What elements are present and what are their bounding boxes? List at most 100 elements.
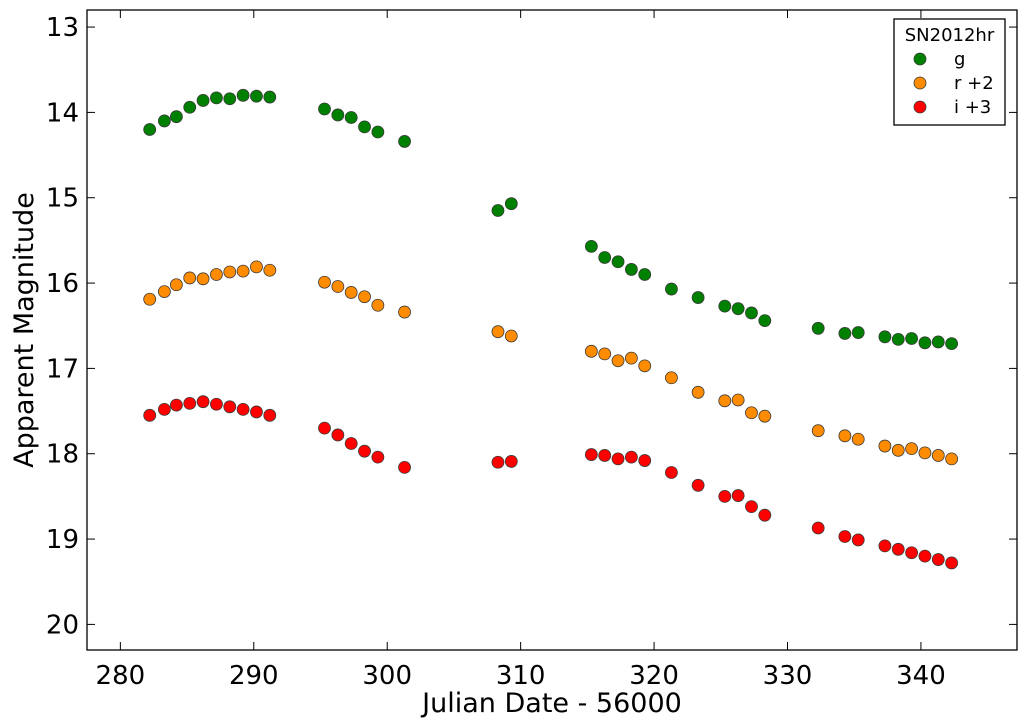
data-point (157, 114, 171, 128)
data-point (918, 549, 932, 563)
y-axis-label: Apparent Magnitude (9, 192, 40, 468)
x-axis-label: Julian Date - 56000 (420, 688, 682, 719)
data-point (851, 533, 865, 547)
plot-area (87, 10, 1017, 650)
data-point (491, 325, 505, 339)
data-point (731, 489, 745, 502)
data-point (504, 329, 518, 343)
data-point (665, 466, 678, 479)
data-point (838, 327, 852, 340)
data-point (758, 409, 772, 423)
plot-frame (86, 9, 1018, 651)
data-point (638, 359, 652, 373)
data-point (905, 332, 918, 345)
legend-marker (913, 100, 927, 114)
data-point (169, 398, 183, 412)
data-point (611, 255, 625, 269)
data-point (183, 396, 197, 410)
data-point (838, 530, 852, 543)
x-tick-label: 290 (229, 661, 279, 691)
data-point (263, 263, 277, 277)
data-point (811, 424, 825, 438)
data-point (758, 314, 772, 328)
data-point (491, 204, 505, 217)
data-point (250, 89, 263, 103)
y-tick-label: 15 (46, 184, 79, 214)
data-point (945, 337, 959, 351)
data-point (236, 88, 250, 102)
legend-entry: g (954, 49, 965, 70)
data-point (210, 397, 223, 411)
data-point (344, 111, 358, 124)
data-point (665, 371, 678, 385)
data-point (918, 336, 932, 350)
data-point (905, 442, 918, 456)
data-point (891, 542, 905, 556)
data-point (758, 508, 772, 522)
data-point (398, 460, 411, 474)
y-tick-label: 20 (46, 610, 79, 640)
series-1 (143, 260, 959, 466)
x-tick-label: 320 (629, 661, 679, 691)
legend-marker (913, 76, 927, 90)
data-point (210, 268, 223, 281)
data-point (811, 321, 825, 335)
data-point (223, 265, 237, 279)
data-point (143, 292, 157, 306)
data-point (584, 239, 598, 253)
data-point (851, 432, 865, 446)
legend-box (893, 18, 1006, 126)
data-point (624, 263, 638, 276)
data-point (250, 405, 263, 419)
data-point (210, 91, 223, 105)
y-tick-label: 16 (46, 269, 79, 299)
x-tick-label: 310 (496, 661, 546, 691)
data-point (811, 521, 825, 535)
data-point (745, 406, 758, 420)
data-point (358, 290, 371, 304)
data-point (718, 299, 732, 313)
data-point (331, 108, 345, 122)
legend-entry: r +2 (954, 73, 994, 94)
data-point (598, 251, 612, 264)
data-point (331, 428, 345, 442)
data-point (584, 344, 598, 358)
data-point (183, 100, 197, 114)
data-point (183, 271, 197, 285)
legend-marker (913, 52, 927, 66)
data-point (665, 282, 678, 296)
data-point (731, 302, 745, 316)
data-point (196, 272, 210, 286)
data-point (611, 452, 625, 466)
x-tick-label: 340 (896, 661, 946, 691)
y-tick-label: 13 (46, 13, 79, 43)
data-point (371, 298, 385, 312)
y-tick-label: 19 (46, 525, 79, 555)
data-point (196, 94, 210, 107)
x-tick-label: 330 (763, 661, 813, 691)
data-point (611, 354, 625, 368)
data-point (691, 478, 705, 492)
data-point (745, 306, 758, 320)
data-point (945, 452, 959, 466)
data-point (638, 268, 652, 281)
data-point (691, 385, 705, 399)
data-point (598, 449, 612, 462)
data-point (263, 90, 277, 104)
data-point (157, 402, 171, 416)
series-0 (143, 88, 959, 351)
data-point (318, 421, 331, 435)
data-point (718, 489, 732, 503)
data-point (718, 394, 732, 408)
data-point (491, 455, 505, 469)
data-point (504, 455, 518, 468)
legend-entry: i +3 (954, 97, 991, 118)
data-point (918, 446, 932, 460)
data-point (196, 395, 210, 409)
legend-items: g r +2 i +3 (913, 49, 994, 118)
data-point (691, 291, 705, 304)
legend: SN2012hr g r +2 i +3 (893, 18, 1006, 126)
data-point (905, 546, 918, 560)
series-2 (143, 395, 959, 570)
data-point (838, 429, 852, 443)
